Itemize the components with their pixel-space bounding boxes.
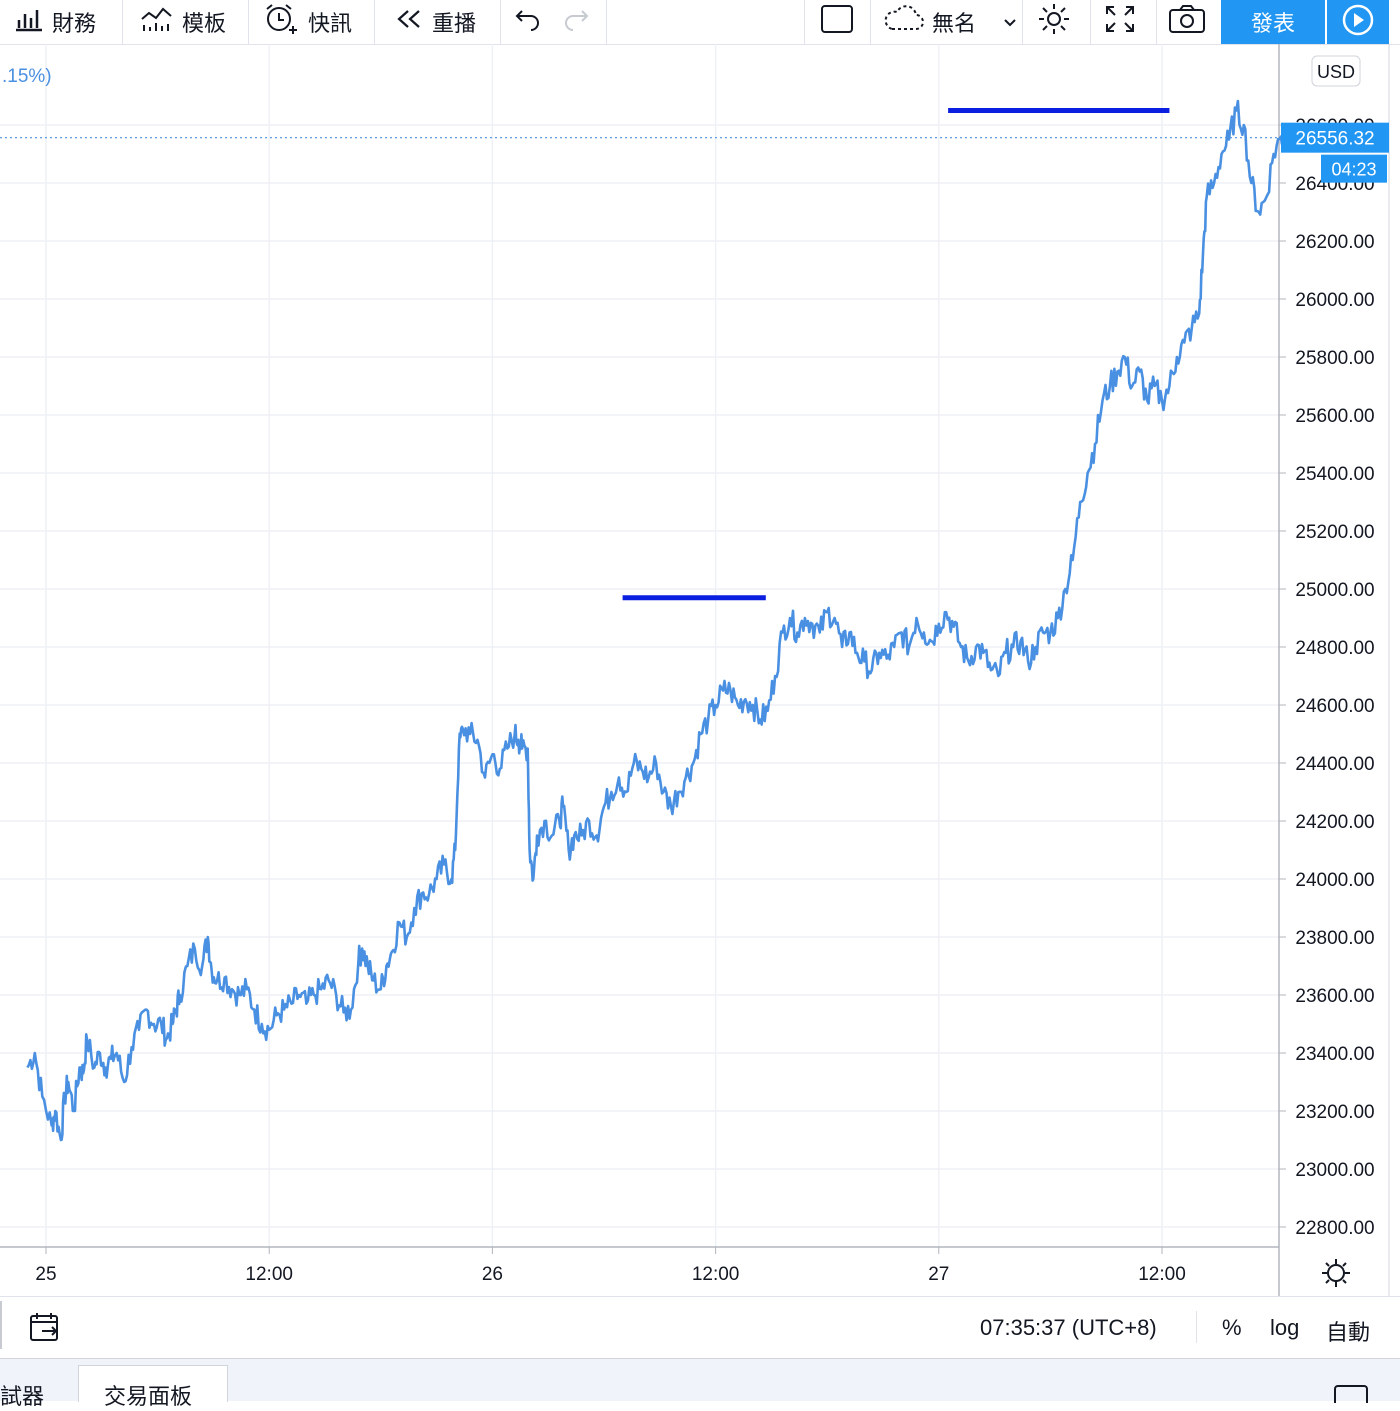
maximize-panel-icon[interactable]: [1334, 1385, 1368, 1403]
y-tick-label: 22800.00: [1295, 1218, 1374, 1239]
publish-label: 發表: [1250, 11, 1295, 36]
axis-settings-button[interactable]: [1322, 1259, 1350, 1287]
y-tick-label: 25600.00: [1295, 406, 1374, 427]
y-tick-label: 25200.00: [1295, 522, 1374, 543]
layout-name: 無名: [932, 11, 977, 36]
gear-icon: [1327, 1264, 1345, 1282]
price-chart[interactable]: 22800.00 23000.00 23200.00 23400.00 23600.00…: [0, 44, 1400, 1296]
bar-chart-icon: [14, 6, 44, 38]
currency-label: USD: [1317, 62, 1355, 82]
redo-button[interactable]: [562, 0, 590, 44]
y-tick-label: 25000.00: [1295, 580, 1374, 601]
clock-timestamp[interactable]: 07:35:37 (UTC+8): [980, 1315, 1157, 1340]
undo-button[interactable]: [514, 0, 542, 44]
x-tick-label: 12:00: [1138, 1264, 1186, 1285]
play-icon: [1341, 3, 1375, 42]
change-percent-text: .15%): [2, 66, 52, 87]
alarm-clock-icon: [264, 4, 300, 40]
bottom-bar: 07:35:37 (UTC+8) % log 自動: [0, 1296, 1400, 1359]
settings-button[interactable]: [1036, 0, 1072, 44]
undo-icon: [514, 7, 542, 37]
countdown-label: 04:23: [1331, 160, 1376, 180]
financials-button[interactable]: 財務: [14, 0, 96, 44]
go-to-date-button[interactable]: [28, 1311, 64, 1348]
time-axis-labels: 25 12:00 26 12:00 27 12:00: [35, 1247, 1186, 1285]
y-tick-label: 23800.00: [1295, 928, 1374, 949]
chart-grid: [0, 44, 1279, 1247]
financials-label: 財務: [52, 11, 97, 36]
log-scale-toggle[interactable]: log: [1270, 1315, 1300, 1340]
percent-scale-toggle[interactable]: %: [1222, 1315, 1242, 1340]
templates-button[interactable]: 模板: [140, 0, 226, 44]
alerts-label: 快訊: [308, 11, 353, 36]
last-price-tag: 26556.32 04:23: [1281, 122, 1389, 183]
camera-icon: [1168, 4, 1206, 40]
y-tick-label: 23600.00: [1295, 986, 1374, 1007]
bottom-panel-tabs: 試器 交易面板: [0, 1358, 1400, 1409]
calendar-arrow-icon: [28, 1313, 64, 1347]
y-tick-label: 25800.00: [1295, 348, 1374, 369]
y-tick-label: 23200.00: [1295, 1102, 1374, 1123]
x-tick-label: 25: [35, 1264, 56, 1285]
cloud-icon: [882, 5, 924, 39]
currency-badge[interactable]: USD: [1311, 55, 1361, 87]
x-tick-label: 12:00: [245, 1264, 293, 1285]
y-tick-label: 25400.00: [1295, 464, 1374, 485]
publish-button[interactable]: 發表: [1221, 0, 1325, 44]
expand-icon: [1104, 4, 1136, 40]
templates-label: 模板: [182, 11, 227, 36]
y-tick-label: 23000.00: [1295, 1160, 1374, 1181]
indicator-chart-icon: [140, 5, 174, 39]
x-tick-label: 12:00: [692, 1264, 740, 1285]
fullscreen-button[interactable]: [1104, 0, 1136, 44]
x-tick-label: 27: [928, 1264, 949, 1285]
square-icon: [820, 4, 854, 40]
gear-icon: [1036, 2, 1072, 42]
play-button[interactable]: [1327, 0, 1389, 44]
rewind-icon: [394, 7, 424, 37]
fullscreen-square-button[interactable]: [820, 0, 854, 44]
layout-menu-button[interactable]: 無名: [882, 0, 1018, 44]
snapshot-button[interactable]: [1168, 0, 1206, 44]
redo-icon: [562, 7, 590, 37]
top-toolbar: 財務 模板 快訊 重播 無名 發表: [0, 0, 1400, 45]
tab-trading-panel[interactable]: 交易面板: [104, 1384, 193, 1409]
x-tick-label: 26: [482, 1264, 503, 1285]
chevron-down-icon: [1002, 9, 1018, 35]
price-axis-labels: 22800.00 23000.00 23200.00 23400.00 23600.00…: [1279, 116, 1375, 1239]
y-tick-label: 24600.00: [1295, 696, 1374, 717]
replay-label: 重播: [432, 11, 477, 36]
y-tick-label: 24200.00: [1295, 812, 1374, 833]
replay-button[interactable]: 重播: [394, 0, 476, 44]
horizontal-level-lines: [622, 108, 1170, 601]
y-tick-label: 23400.00: [1295, 1044, 1374, 1065]
price-series-line: [26, 99, 1287, 1142]
auto-scale-toggle[interactable]: 自動: [1326, 1320, 1371, 1345]
y-tick-label: 24400.00: [1295, 754, 1374, 775]
last-price-label: 26556.32: [1295, 129, 1374, 150]
y-tick-label: 24800.00: [1295, 638, 1374, 659]
alerts-button[interactable]: 快訊: [264, 0, 352, 44]
y-tick-label: 26000.00: [1295, 290, 1374, 311]
tab-screener[interactable]: 試器: [0, 1384, 45, 1409]
y-tick-label: 26200.00: [1295, 232, 1374, 253]
y-tick-label: 24000.00: [1295, 870, 1374, 891]
